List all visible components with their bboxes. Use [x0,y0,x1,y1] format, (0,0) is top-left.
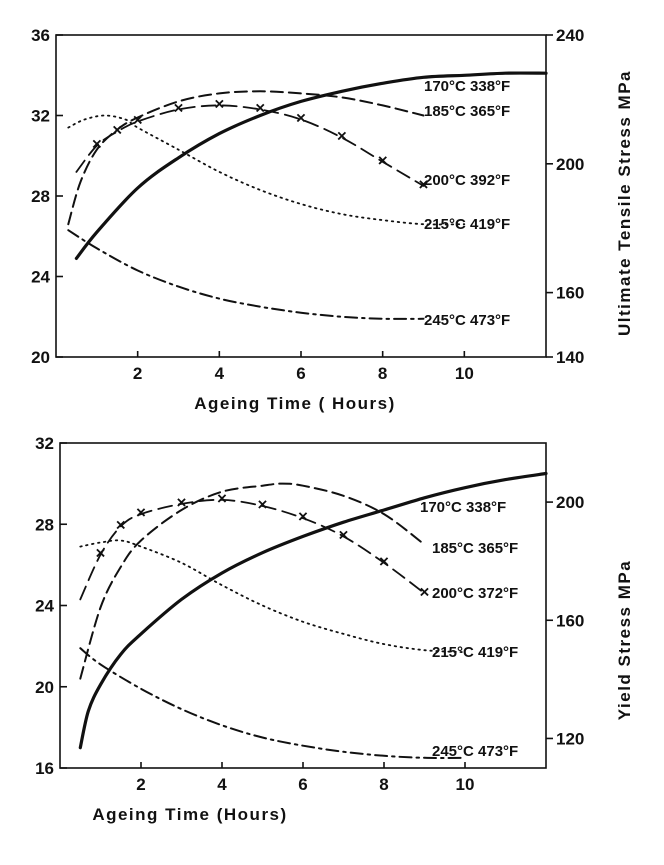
series-label: 185°C 365°F [424,103,510,120]
right-axis-title: Yield Stress MPa [615,560,634,720]
y-left-tick-label: 32 [31,107,50,126]
series-label: 200°C 372°F [432,585,518,602]
series-marker: × [298,507,308,526]
series-label: 245°C 473°F [424,312,510,329]
series-line-dashed [67,90,425,226]
right-axis-title: Ultimate Tensile Stress MPa [615,70,634,336]
y-left-tick-label: 20 [31,348,50,367]
x-tick-label: 6 [298,775,307,794]
y-right-tick-label: 160 [556,284,584,303]
y-left-tick-label: 36 [31,26,50,45]
y-left-tick-label: 28 [35,515,54,534]
y-right-tick-label: 240 [556,26,584,45]
series-marker: × [379,552,389,571]
series-line-dash-cross [79,498,426,601]
series-marker: × [217,489,227,508]
plot-frame [59,442,547,769]
y-right-tick-label: 120 [556,729,584,748]
series-marker: × [177,493,187,512]
y-right-tick-label: 160 [556,611,584,630]
series-marker: × [258,495,268,514]
x-tick-label: 6 [296,364,305,383]
y-left-tick-label: 24 [35,597,54,616]
series-marker: × [339,525,349,544]
series-label: 170°C 338°F [424,78,510,95]
x-tick-label: 8 [379,775,388,794]
x-axis-title: Ageing Time ( Hours) [194,394,396,413]
series-marker: × [96,544,106,563]
series-marker: × [92,135,102,154]
series-marker: × [136,503,146,522]
series-label: 170°C 338°F [420,499,506,516]
series-marker: × [337,127,347,146]
series-marker: × [378,151,388,170]
x-tick-label: 2 [133,364,142,383]
x-tick-label: 10 [456,775,475,794]
series-label: 185°C 365°F [432,540,518,557]
series-line-dash-dot [67,229,425,320]
series-label: 215°C 419°F [424,216,510,233]
x-tick-label: 4 [217,775,227,794]
y-left-tick-label: 20 [35,678,54,697]
x-axis-title: Ageing Time (Hours) [92,805,287,824]
series-label: 215°C 419°F [432,644,518,661]
series-line-dash-cross [75,104,425,187]
series-marker: × [419,175,429,194]
series-marker: × [214,94,224,113]
x-tick-label: 8 [378,364,387,383]
series-marker: × [112,121,122,140]
y-left-tick-label: 28 [31,187,50,206]
series-label: 245°C 473°F [432,743,518,760]
series-line-dash-dot [79,647,466,759]
series-line-solid [78,471,548,750]
series-marker: × [255,98,265,117]
y-right-tick-label: 200 [556,155,584,174]
y-left-tick-label: 32 [35,434,54,453]
x-tick-label: 10 [455,364,474,383]
y-right-tick-label: 200 [556,493,584,512]
series-marker: × [296,109,306,128]
series-marker: × [420,582,430,601]
series-marker: × [174,98,184,117]
series-line-dotted [79,539,466,654]
series-line-dotted [67,114,466,226]
series-line-solid [74,71,548,260]
y-left-tick-label: 16 [35,759,54,778]
series-marker: × [133,111,143,130]
x-tick-label: 4 [215,364,225,383]
series-marker: × [116,515,126,534]
x-tick-label: 2 [136,775,145,794]
y-left-tick-label: 24 [31,268,50,287]
series-label: 200°C 392°F [424,172,510,189]
y-right-tick-label: 140 [556,348,584,367]
series-line-dashed [79,482,426,680]
